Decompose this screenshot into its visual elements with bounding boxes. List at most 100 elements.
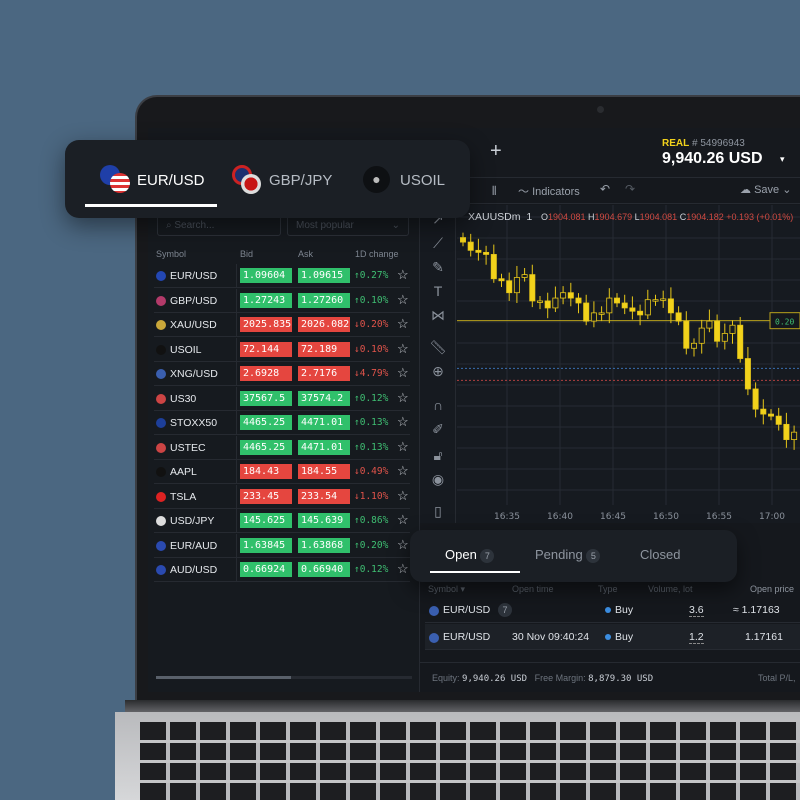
column-ask[interactable]: Ask: [298, 249, 314, 259]
orders-col-open-price[interactable]: Open price: [750, 584, 795, 594]
price-chart[interactable]: ↗ ⟋ ✎ T ⋈ 📏︎ ⊕ ∩ ✐ 🔓︎ ◉ ▯ 16:35 16:40 16:4…: [420, 205, 800, 523]
favorite-star-icon[interactable]: ☆: [397, 365, 409, 380]
search-input[interactable]: ⌕ Search...: [157, 215, 281, 236]
add-tab-button[interactable]: +: [490, 140, 502, 162]
bid-price[interactable]: 1.63845: [240, 537, 292, 553]
favorite-star-icon[interactable]: ☆: [397, 438, 409, 454]
candlestick-type-icon[interactable]: 𝍪: [492, 183, 497, 198]
trash-icon[interactable]: ▯: [434, 503, 442, 519]
column-1d-change[interactable]: 1D change: [355, 249, 399, 259]
symbol-name: GBP/USD: [170, 294, 218, 307]
pattern-icon[interactable]: ⋈: [431, 307, 445, 323]
account-balance[interactable]: 9,940.26 USD: [662, 150, 763, 167]
orders-col-volume[interactable]: Volume, lot: [648, 584, 693, 594]
bid-price[interactable]: 4465.25: [240, 415, 292, 430]
column-symbol[interactable]: Symbol: [156, 249, 187, 259]
ask-price[interactable]: 1.27260: [298, 292, 350, 308]
zoom-in-icon[interactable]: ⊕: [432, 363, 444, 379]
favorite-star-icon[interactable]: ☆: [397, 536, 409, 552]
watchlist-row[interactable]: XAU/USD 2025.835 2026.082 ↓0.20% ☆: [154, 313, 410, 337]
order-volume[interactable]: 1.2: [689, 631, 704, 644]
crosshair-icon[interactable]: ↗: [432, 211, 444, 227]
text-icon[interactable]: T: [433, 283, 443, 299]
ruler-icon[interactable]: 📏︎: [429, 339, 447, 355]
symbol-flag-icon: [156, 271, 166, 281]
candlestick-chart[interactable]: 16:35 16:40 16:45 16:50 16:55 17:00 0.20: [457, 205, 800, 523]
save-button[interactable]: ☁ Save ⌄: [740, 184, 792, 196]
order-volume[interactable]: 3.6: [689, 604, 704, 617]
ask-price[interactable]: 1.09615: [298, 268, 350, 283]
trend-line-icon[interactable]: ⟋: [433, 235, 443, 251]
ask-price[interactable]: 4471.01: [298, 415, 350, 430]
lock-drawing-icon[interactable]: ✐: [432, 421, 444, 437]
ask-price[interactable]: 0.66940: [298, 562, 350, 577]
eye-icon[interactable]: ◉: [431, 471, 445, 487]
ask-price[interactable]: 145.639: [298, 513, 350, 528]
account-info[interactable]: REAL # 54996943: [662, 138, 745, 149]
watchlist-row[interactable]: AUD/USD 0.66924 0.66940 ↑0.12% ☆: [154, 558, 410, 582]
ask-price[interactable]: 4471.01: [298, 439, 350, 455]
watchlist-row[interactable]: TSLA 233.45 233.54 ↓1.10% ☆: [154, 484, 410, 509]
favorite-star-icon[interactable]: ☆: [397, 316, 409, 331]
watchlist-row[interactable]: STOXX50 4465.25 4471.01 ↑0.13% ☆: [154, 411, 410, 435]
bid-price[interactable]: 145.625: [240, 513, 292, 528]
favorite-star-icon[interactable]: ☆: [397, 291, 409, 307]
indicators-button[interactable]: 〜 Indicators: [518, 183, 580, 199]
ask-price[interactable]: 184.55: [298, 464, 350, 479]
ask-price[interactable]: 2.7176: [298, 366, 350, 381]
watchlist-row[interactable]: USOIL 72.144 72.189 ↓0.10% ☆: [154, 337, 410, 362]
watchlist-row[interactable]: GBP/USD 1.27243 1.27260 ↑0.10% ☆: [154, 288, 410, 313]
column-bid[interactable]: Bid: [240, 249, 254, 259]
ask-price[interactable]: 37574.2: [298, 390, 350, 406]
daily-change: ↑0.13%: [354, 441, 389, 453]
bid-price[interactable]: 72.144: [240, 341, 292, 357]
bid-price[interactable]: 1.09604: [240, 268, 292, 283]
favorite-star-icon[interactable]: ☆: [397, 389, 409, 405]
orders-col-open-time[interactable]: Open time: [512, 584, 554, 594]
magnet-icon[interactable]: ∩: [432, 397, 444, 413]
watchlist-row[interactable]: US30 37567.5 37574.2 ↑0.12% ☆: [154, 386, 410, 411]
ask-price[interactable]: 1.63868: [298, 537, 350, 553]
redo-icon[interactable]: ↷: [625, 182, 636, 196]
candle-body: [521, 274, 528, 278]
order-row[interactable]: EUR/USD 30 Nov 09:40:24 Buy 1.2 1.17161: [425, 624, 800, 650]
bid-price[interactable]: 2.6928: [240, 366, 292, 381]
undo-icon[interactable]: ↶: [600, 182, 611, 196]
bid-price[interactable]: 37567.5: [240, 390, 292, 406]
unlock-icon[interactable]: 🔓︎: [433, 447, 443, 463]
ask-price[interactable]: 2026.082: [298, 317, 350, 332]
ask-price[interactable]: 233.54: [298, 488, 350, 504]
bid-price[interactable]: 0.66924: [240, 562, 292, 577]
order-row[interactable]: EUR/USD 7 Buy 3.6 ≈ 1.17163: [425, 597, 800, 623]
favorite-star-icon[interactable]: ☆: [397, 267, 409, 282]
bid-price[interactable]: 184.43: [240, 464, 292, 479]
orders-col-type[interactable]: Type: [598, 584, 618, 594]
tab-pending[interactable]: Pending 5: [535, 547, 601, 563]
watchlist-row[interactable]: USTEC 4465.25 4471.01 ↑0.13% ☆: [154, 435, 410, 460]
favorite-star-icon[interactable]: ☆: [397, 561, 409, 576]
favorite-star-icon[interactable]: ☆: [397, 487, 409, 503]
bid-price[interactable]: 1.27243: [240, 292, 292, 308]
order-type: Buy: [615, 604, 634, 616]
balance-caret-icon[interactable]: ▾: [780, 154, 785, 164]
favorite-star-icon[interactable]: ☆: [397, 340, 409, 356]
bid-price[interactable]: 233.45: [240, 488, 292, 504]
watchlist-row[interactable]: USD/JPY 145.625 145.639 ↑0.86% ☆: [154, 509, 410, 533]
watchlist-row[interactable]: EUR/USD 1.09604 1.09615 ↑0.27% ☆: [154, 264, 410, 288]
watchlist-row[interactable]: XNG/USD 2.6928 2.7176 ↓4.79% ☆: [154, 362, 410, 386]
tab-open[interactable]: Open 7: [445, 547, 495, 563]
favorite-star-icon[interactable]: ☆: [397, 414, 409, 429]
bid-price[interactable]: 2025.835: [240, 317, 292, 332]
horizontal-scrollbar[interactable]: [156, 676, 412, 679]
watchlist-row[interactable]: AAPL 184.43 184.55 ↓0.49% ☆: [154, 460, 410, 484]
favorite-star-icon[interactable]: ☆: [397, 463, 409, 478]
watchlist-row[interactable]: EUR/AUD 1.63845 1.63868 ↑0.20% ☆: [154, 533, 410, 558]
ask-price[interactable]: 72.189: [298, 341, 350, 357]
filter-dropdown[interactable]: Most popular ⌄: [287, 215, 409, 236]
orders-col-symbol[interactable]: Symbol ▾: [428, 584, 466, 594]
brush-icon[interactable]: ✎: [432, 259, 444, 275]
tab-closed[interactable]: Closed: [640, 547, 681, 562]
favorite-star-icon[interactable]: ☆: [397, 512, 409, 527]
bid-price[interactable]: 4465.25: [240, 439, 292, 455]
order-symbol: EUR/USD: [443, 604, 491, 616]
